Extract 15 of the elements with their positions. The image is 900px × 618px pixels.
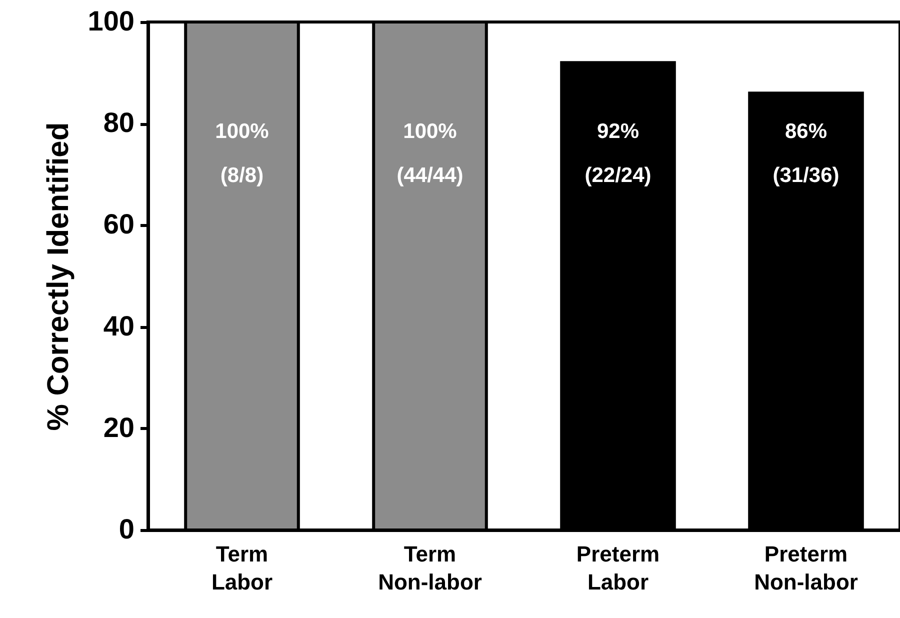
x-tick-label: Term Labor: [211, 542, 273, 594]
y-axis-title: % Correctly Identified: [42, 122, 75, 431]
y-tick-label: 100: [88, 6, 134, 36]
y-tick-label: 40: [103, 310, 134, 342]
y-tick-label: 80: [103, 107, 134, 138]
x-tick-label: Term Non-labor: [378, 542, 482, 594]
data-label: 100% (44/44): [396, 120, 464, 187]
y-tick-label: 20: [103, 412, 134, 443]
data-label: 100% (8/8): [215, 120, 270, 187]
x-tick-label: Preterm Non-labor: [754, 542, 858, 594]
data-label: 92% (22/24): [584, 120, 652, 187]
y-tick-label: 60: [103, 208, 134, 240]
data-label: 86% (31/36): [772, 120, 840, 187]
x-tick-label: Preterm Labor: [576, 542, 660, 594]
y-tick-label: 0: [118, 514, 134, 544]
